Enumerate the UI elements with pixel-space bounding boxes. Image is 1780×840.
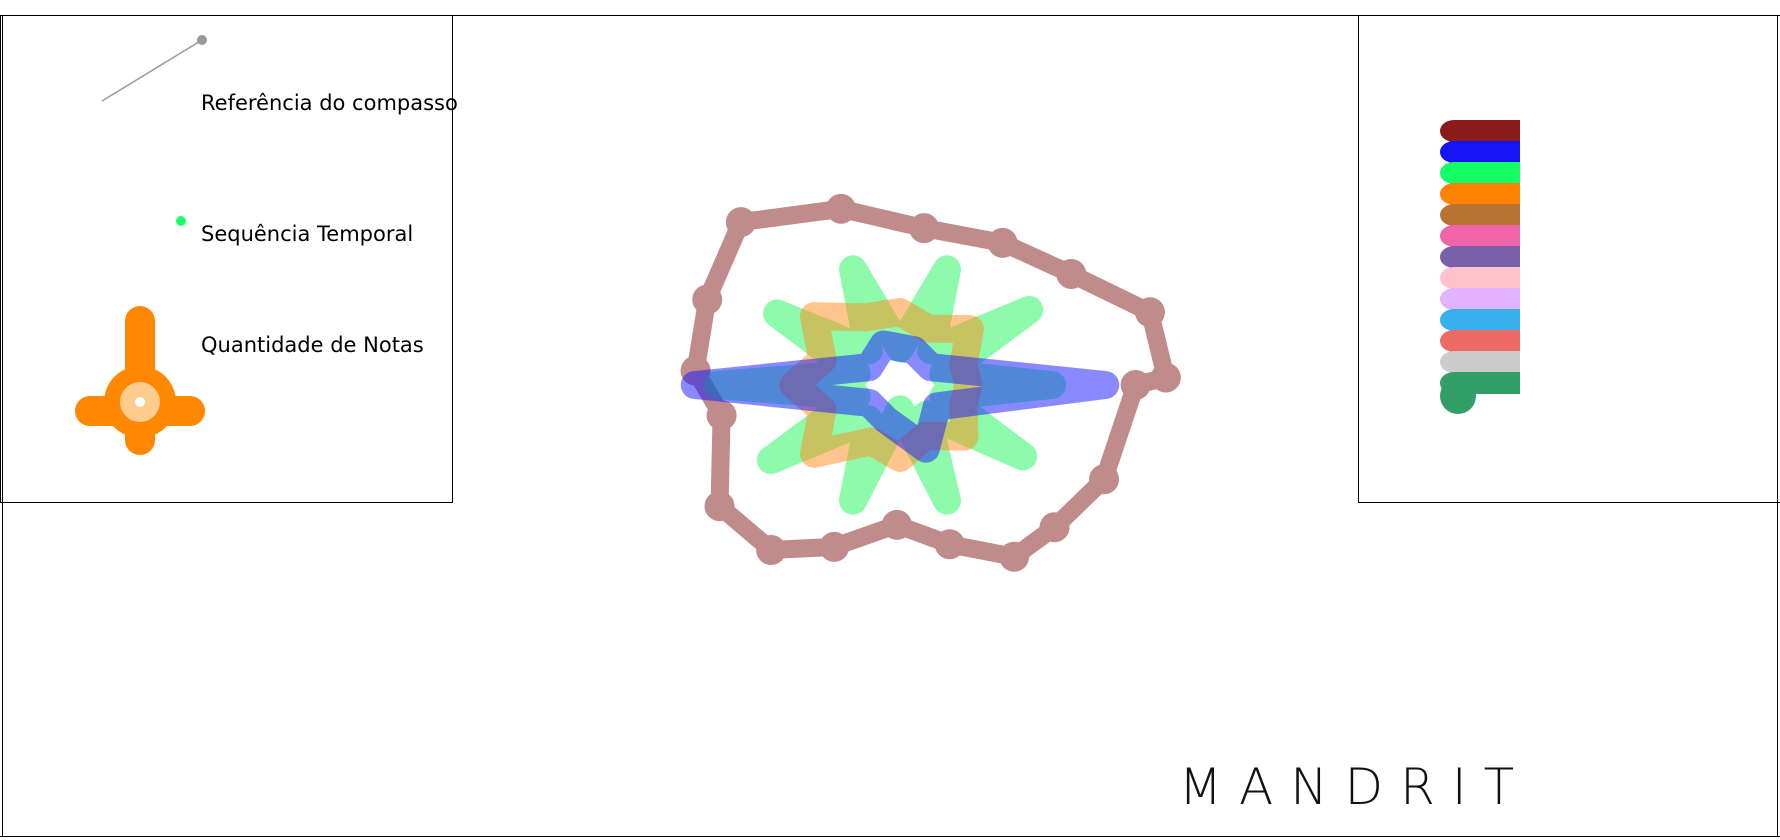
color-palette <box>1440 120 1520 414</box>
mandala-node <box>934 529 965 560</box>
legend-panel <box>0 15 453 503</box>
mandala-node <box>725 207 756 238</box>
palette-swatch-fill <box>1464 372 1520 394</box>
mandala-node <box>881 509 912 540</box>
mandala-node <box>1056 259 1087 290</box>
palette-swatch-fill <box>1464 246 1520 268</box>
note-count-center-dot <box>135 397 145 407</box>
mandala-node <box>819 531 850 562</box>
palette-swatch-fill <box>1464 288 1520 310</box>
mandala-node <box>1134 297 1165 328</box>
palette-swatch-fill <box>1464 267 1520 289</box>
palette-swatch-fill <box>1464 120 1520 142</box>
measure-reference-icon <box>101 35 207 102</box>
mandala <box>680 193 1181 572</box>
mandala-node <box>706 400 737 431</box>
mandala-node <box>909 213 940 244</box>
mandala-ring-path <box>680 330 1120 463</box>
palette-swatch-fill <box>1464 183 1520 205</box>
palette-swatch-fill <box>1464 309 1520 331</box>
palette-panel <box>1358 15 1780 503</box>
palette-swatch-fill <box>1464 351 1520 373</box>
legend-measure-reference-label: Referência do compasso <box>201 91 458 115</box>
mandala-ring-4 <box>680 330 1120 463</box>
palette-swatch-fill <box>1464 162 1520 184</box>
brand-title: MANDRIT <box>1179 758 1531 816</box>
palette-swatch-fill <box>1464 330 1520 352</box>
mandala-node <box>999 541 1030 572</box>
mandala-node <box>704 491 735 522</box>
mandala-node <box>825 193 856 224</box>
palette-swatch-fill <box>1464 141 1520 163</box>
palette-tail <box>1440 378 1476 414</box>
time-sequence-dot <box>176 216 186 226</box>
mandala-node <box>1120 370 1151 400</box>
legend-time-sequence-label: Sequência Temporal <box>201 222 413 246</box>
mandala-node <box>1039 512 1070 543</box>
legend-note-count-label: Quantidade de Notas <box>201 333 424 357</box>
mandala-node <box>692 284 723 315</box>
mandala-node <box>987 227 1018 258</box>
mandala-node <box>1089 464 1120 495</box>
frame <box>0 15 1780 837</box>
mandala-node <box>756 534 787 565</box>
palette-swatch-fill <box>1464 225 1520 247</box>
legend: Referência do compasso Sequência Tempora… <box>75 35 458 455</box>
palette-swatch-fill <box>1464 204 1520 226</box>
mandala-node <box>1150 362 1181 393</box>
